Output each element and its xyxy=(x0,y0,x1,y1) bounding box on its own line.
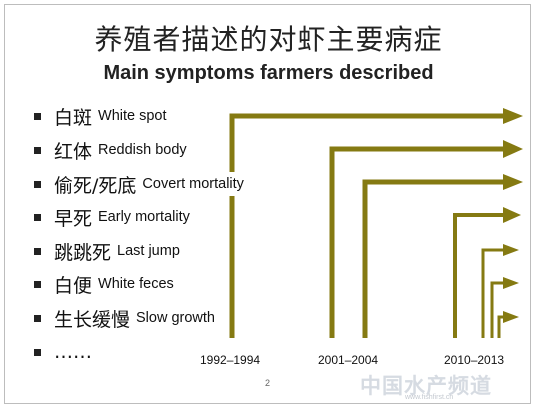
symptom-name-english: Covert mortality xyxy=(142,176,244,192)
symptom-name-chinese: 偷死/死底 xyxy=(54,174,137,197)
arrow-white-feces-line xyxy=(490,281,505,338)
bullet-icon xyxy=(34,112,41,120)
bullet-icon xyxy=(34,247,41,255)
bullet-icon xyxy=(34,146,41,154)
symptom-name-english: Slow growth xyxy=(136,310,215,326)
arrow-early-mortality-arrowhead xyxy=(503,207,521,223)
symptom-row: 白便 White feces xyxy=(34,272,174,297)
arrow-early-mortality-line xyxy=(453,213,505,338)
symptom-row: 跳跳死 Last jump xyxy=(34,239,180,264)
arrow-reddish-body-arrowhead xyxy=(503,140,523,158)
arrow-white-spot-arrowhead xyxy=(503,108,523,124)
bullet-icon xyxy=(34,314,41,322)
symptom-name-chinese: 早死 xyxy=(54,207,93,230)
timeline-label: 1992–1994 xyxy=(200,353,261,367)
arrow-last-jump-line xyxy=(481,248,505,338)
arrow-white-feces-arrowhead xyxy=(503,277,519,289)
symptom-row: 白斑 White spot xyxy=(34,104,167,129)
symptom-row: 早死 Early mortality xyxy=(34,205,190,230)
symptom-name-english: Last jump xyxy=(117,243,180,259)
page-number: 2 xyxy=(265,378,271,388)
symptom-name-chinese: 白便 xyxy=(54,274,93,297)
watermark-logo: 中国水产频道 xyxy=(360,374,492,398)
arrow-white-spot-line xyxy=(229,113,505,338)
bullet-icon xyxy=(34,348,41,356)
symptom-row: 红体 Reddish body xyxy=(34,138,187,163)
arrow-slow-growth-arrowhead xyxy=(503,311,519,323)
arrow-reddish-body-line xyxy=(329,146,505,338)
symptom-name-chinese: 红体 xyxy=(54,140,93,163)
slide-title-english: Main symptoms farmers described xyxy=(103,62,434,84)
symptom-name-english: Reddish body xyxy=(98,142,187,158)
arrow-covert-mortality-line xyxy=(362,179,505,338)
symptom-name-english: Early mortality xyxy=(98,209,190,225)
slide-border xyxy=(4,4,531,404)
symptom-name-chinese: 跳跳死 xyxy=(54,241,112,264)
timeline-label: 2010–2013 xyxy=(444,353,505,367)
arrow-covert-mortality-arrowhead xyxy=(503,174,523,190)
timeline-label: 2001–2004 xyxy=(318,353,379,367)
symptom-row: 生长缓慢 Slow growth xyxy=(34,306,215,331)
slide-title-chinese: 养殖者描述的对虾主要病症 xyxy=(94,23,443,56)
ellipsis-text: …… xyxy=(54,341,92,363)
bullet-icon xyxy=(34,180,41,188)
arrow-last-jump-arrowhead xyxy=(503,244,519,256)
symptom-name-english: White spot xyxy=(98,108,167,124)
symptom-name-chinese: 白斑 xyxy=(54,106,93,129)
symptom-row: 偷死/死底 Covert mortality xyxy=(34,172,244,197)
bullet-icon xyxy=(34,280,41,288)
symptom-name-chinese: 生长缓慢 xyxy=(54,308,131,331)
symptom-name-english: White feces xyxy=(98,276,174,292)
watermark-url: www.fishfirst.cn xyxy=(405,394,454,401)
symptom-row-more: …… xyxy=(34,340,98,364)
bullet-icon xyxy=(34,213,41,221)
